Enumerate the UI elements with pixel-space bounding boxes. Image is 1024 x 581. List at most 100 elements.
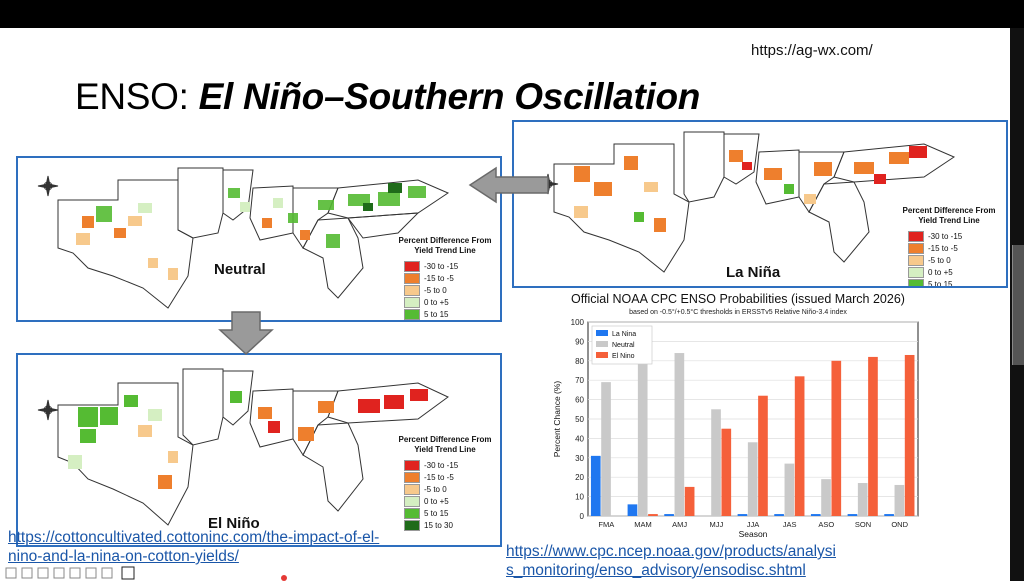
chart-plot: 0 10 20 30 40 50 60 70 80 90 100 FMA MAM AMJ MJJ JJA JAS… (552, 318, 919, 539)
camera-icon (121, 566, 135, 580)
legend-swatch (404, 507, 420, 519)
legend-swatch (908, 278, 924, 286)
slide-tool-icon (101, 567, 113, 579)
bar (821, 479, 831, 516)
legend-swatch (404, 471, 420, 483)
slide-tool-icon (37, 567, 49, 579)
y-tick-label: 40 (575, 434, 584, 443)
cotton-link-line1[interactable]: https://cottoncultivated.cottoninc.com/t… (8, 529, 380, 546)
down-arrow-icon (218, 311, 274, 356)
bar (664, 514, 674, 516)
legend-label: La Nina (612, 331, 636, 338)
legend-swatch (404, 308, 420, 320)
bar (904, 354, 915, 516)
legend-label: -15 to -5 (424, 273, 454, 283)
legend-title: Percent Difference From Yield Trend Line (398, 435, 492, 454)
legend-row: -15 to -5 (908, 242, 1004, 254)
legend-label: -5 to 0 (424, 285, 447, 295)
legend-row: 0 to +5 (404, 296, 500, 308)
y-tick-label: 80 (575, 357, 584, 366)
lanina-map (537, 131, 956, 273)
legend-swatch (404, 284, 420, 296)
slide-tool-icon (85, 567, 97, 579)
legend-swatch (404, 260, 420, 272)
legend-label: 5 to 15 (928, 279, 953, 288)
slide-tool-icon (21, 567, 33, 579)
cpc-link-line2[interactable]: s_monitoring/enso_advisory/ensodisc.shtm… (506, 562, 806, 579)
legend-label: -5 to 0 (928, 255, 951, 265)
legend-title: Percent Difference From Yield Trend Line (398, 236, 492, 255)
lanina-map-panel: Percent Difference From Yield Trend Line… (512, 120, 1008, 288)
presentation-toolbar (5, 566, 287, 581)
title-emphasis: El Niño–Southern Oscillation (198, 76, 701, 117)
elnino-map (37, 368, 449, 526)
compass-rose-icon (37, 175, 59, 197)
slide-tool-icon (69, 567, 81, 579)
source-url: https://ag-wx.com/ (751, 42, 873, 59)
x-tick-label: JJA (747, 520, 760, 529)
legend-label: 0 to +5 (424, 297, 449, 307)
cotton-article-link[interactable]: https://cottoncultivated.cottoninc.com/t… (8, 528, 379, 566)
cpc-advisory-link[interactable]: https://www.cpc.ncep.noaa.gov/products/a… (506, 542, 836, 580)
legend-label: -30 to -15 (424, 261, 459, 271)
slide-tool-icon (53, 567, 65, 579)
bar (590, 455, 601, 516)
legend-swatch (596, 330, 608, 336)
legend-row: 0 to +5 (908, 266, 1004, 278)
bar (721, 428, 732, 516)
x-tick-label: ASO (818, 520, 834, 529)
legend-swatch (404, 495, 420, 507)
neutral-label: Neutral (214, 261, 266, 278)
legend-swatch (404, 483, 420, 495)
legend-row: -15 to -5 (404, 272, 500, 284)
legend-row: 15 to 30 (404, 320, 500, 322)
elnino-map-panel: Percent Difference From Yield Trend Line… (16, 353, 502, 547)
legend-swatch (404, 272, 420, 284)
legend-row: -5 to 0 (908, 254, 1004, 266)
y-tick-label: 30 (575, 454, 584, 463)
x-tick-label: FMA (598, 520, 614, 529)
y-tick-label: 100 (571, 318, 585, 327)
slide-title: ENSO: El Niño–Southern Oscillation (75, 76, 700, 118)
legend-row: -30 to -15 (404, 260, 500, 272)
legend-label: -15 to -5 (424, 472, 454, 482)
bar (674, 353, 685, 516)
legend-title: Percent Difference From Yield Trend Line (902, 206, 996, 225)
cotton-link-line2[interactable]: nino-and-la-nina-on-cotton-yields/ (8, 548, 239, 565)
x-tick-label: MJJ (709, 520, 723, 529)
legend-swatch (404, 519, 420, 531)
bar (648, 514, 658, 516)
bar (637, 335, 648, 516)
record-icon (281, 575, 287, 581)
enso-chart: Official NOAA CPC ENSO Probabilities (is… (548, 292, 928, 572)
legend-swatch (908, 254, 924, 266)
legend-row: 15 to 30 (404, 519, 500, 531)
y-tick-label: 10 (575, 493, 584, 502)
lanina-label: La Niña (726, 264, 781, 281)
lanina-legend: Percent Difference From Yield Trend Line… (894, 206, 1004, 288)
y-tick-label: 90 (575, 337, 584, 346)
bar (684, 486, 695, 516)
y-tick-label: 60 (575, 396, 584, 405)
bar (601, 382, 611, 516)
legend-swatch (908, 242, 924, 254)
bar (747, 442, 758, 516)
bar (884, 514, 894, 516)
bar (857, 483, 868, 516)
bar (868, 356, 878, 516)
bar (831, 360, 842, 516)
x-tick-label: SON (855, 520, 871, 529)
neutral-map-panel: Percent Difference From Yield Trend Line… (16, 156, 502, 322)
slide-tool-icon (5, 567, 17, 579)
cpc-link-line1[interactable]: https://www.cpc.ncep.noaa.gov/products/a… (506, 543, 836, 560)
bar (627, 504, 638, 516)
legend-swatch (404, 321, 420, 323)
legend-label: 0 to +5 (928, 267, 953, 277)
legend-label: 0 to +5 (424, 496, 449, 506)
bar (737, 514, 748, 516)
bar (894, 484, 905, 516)
neutral-legend: Percent Difference From Yield Trend Line… (390, 236, 500, 322)
bar (758, 395, 768, 516)
neutral-map (37, 167, 450, 309)
y-tick-label: 0 (580, 512, 585, 521)
